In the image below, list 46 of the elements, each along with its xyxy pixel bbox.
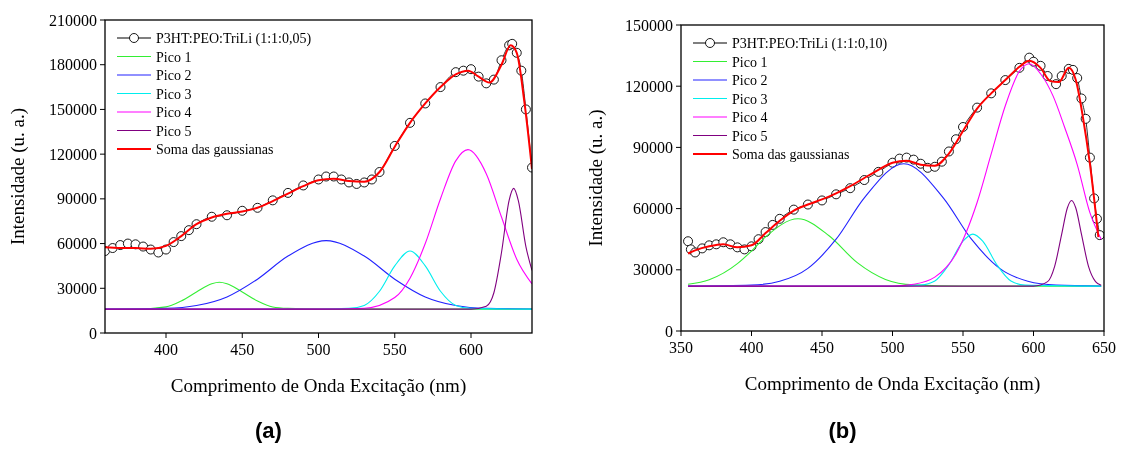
y-tick-label: 90000	[57, 190, 97, 208]
y-tick-label: 90000	[633, 138, 673, 156]
y-tick-label: 180000	[49, 56, 97, 74]
x-tick-label: 600	[459, 341, 483, 358]
legend-label: Pico 3	[156, 86, 192, 102]
x-axis-title: Comprimento de Onda Excitação (nm)	[170, 375, 467, 397]
legend-label: Pico 5	[156, 123, 192, 139]
legend-label: Pico 2	[732, 73, 768, 88]
legend-label: Pico 5	[732, 128, 768, 144]
x-tick-label: 600	[1021, 339, 1046, 356]
x-tick-label: 450	[230, 341, 255, 358]
legend-label: Soma das gaussianas	[732, 147, 850, 162]
text: (b)	[828, 418, 857, 443]
y-tick-label: 0	[665, 322, 673, 340]
y-tick-label: 150000	[49, 100, 97, 118]
y-tick-label: 30000	[57, 279, 97, 297]
x-tick-label: 450	[810, 339, 834, 356]
x-axis-title: Comprimento de Onda Excitação (nm)	[744, 373, 1041, 395]
x-tick-label: 400	[739, 339, 764, 356]
legend-label: Pico 2	[156, 68, 192, 83]
y-tick-label: 120000	[49, 145, 97, 163]
legend-label: P3HT:PEO:TriLi (1:1:0,05)	[156, 31, 312, 47]
legend-label: Pico 4	[732, 110, 768, 125]
y-tick-label: 150000	[625, 16, 673, 34]
legend-label: P3HT:PEO:TriLi (1:1:0,10)	[732, 36, 888, 52]
x-tick-label: 350	[669, 339, 693, 356]
x-tick-label: 400	[154, 341, 178, 358]
x-tick-label: 550	[382, 341, 407, 358]
legend-label: Pico 1	[156, 49, 192, 65]
y-tick-label: 120000	[625, 77, 673, 95]
y-tick-label: 60000	[57, 235, 97, 253]
legend-label: Pico 3	[732, 91, 768, 107]
x-tick-label: 550	[951, 339, 975, 356]
y-axis-title: Intensidade (u. a.)	[585, 109, 608, 247]
y-tick-label: 0	[89, 324, 97, 342]
legend-label: Pico 1	[732, 54, 768, 70]
legend-label: Pico 4	[156, 105, 192, 120]
y-tick-label: 60000	[633, 200, 673, 218]
y-tick-label: 210000	[49, 11, 97, 29]
y-tick-label: 30000	[633, 261, 673, 279]
legend-label: Soma das gaussianas	[156, 142, 274, 157]
x-tick-label: 650	[1092, 339, 1116, 356]
x-tick-label: 500	[306, 341, 331, 358]
x-tick-label: 500	[880, 339, 905, 356]
y-axis-title: Intensidade (u. a.)	[7, 107, 30, 246]
text: (a)	[255, 418, 282, 443]
